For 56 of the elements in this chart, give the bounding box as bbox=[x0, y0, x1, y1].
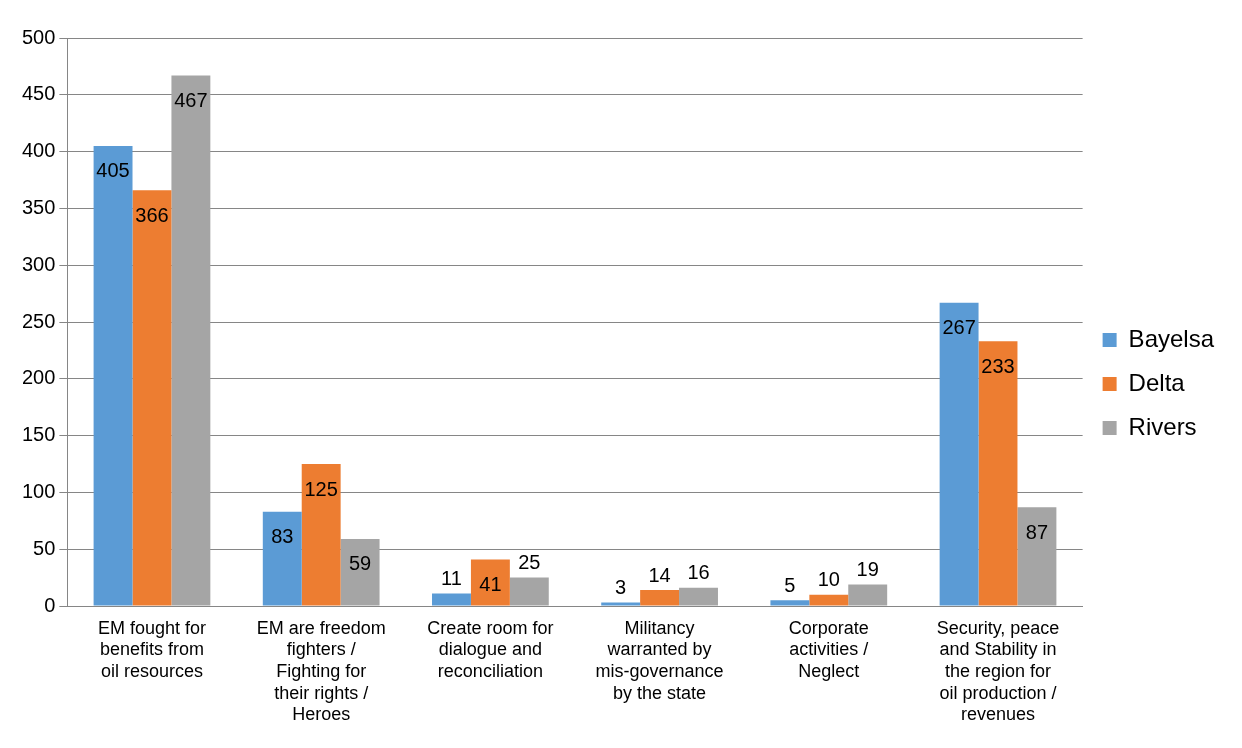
bar bbox=[601, 602, 641, 606]
data-label: 5 bbox=[784, 573, 796, 596]
data-label: 10 bbox=[817, 568, 840, 591]
x-tick-label: Militancy warranted by mis-governance by the state bbox=[595, 617, 724, 703]
data-label: 366 bbox=[135, 203, 169, 226]
data-label: 233 bbox=[981, 354, 1015, 377]
data-label: 267 bbox=[942, 316, 976, 339]
bar bbox=[770, 600, 810, 606]
data-label: 87 bbox=[1025, 520, 1049, 543]
data-label: 25 bbox=[518, 551, 541, 574]
bar bbox=[1017, 507, 1057, 606]
y-tick-label: 200 bbox=[21, 366, 56, 389]
x-tick-label: EM are freedom fighters / Fighting for their rights / Heroes bbox=[256, 617, 386, 725]
bar bbox=[679, 587, 718, 606]
y-tick-label: 400 bbox=[21, 139, 56, 162]
legend-label: Delta bbox=[1128, 368, 1186, 396]
y-tick-label: 250 bbox=[21, 309, 56, 332]
data-label: 125 bbox=[304, 477, 338, 500]
data-label: 3 bbox=[615, 576, 627, 599]
bar bbox=[978, 341, 1018, 606]
data-label: 467 bbox=[174, 89, 208, 111]
bar bbox=[171, 75, 211, 606]
x-tick-label: Corporate activities / Neglect bbox=[788, 617, 869, 681]
data-label: 19 bbox=[856, 557, 879, 580]
bar bbox=[939, 302, 979, 606]
bar bbox=[132, 190, 172, 606]
legend-label: Rivers bbox=[1128, 412, 1197, 440]
bar bbox=[340, 538, 380, 606]
legend-label: Bayelsa bbox=[1128, 324, 1215, 352]
bar bbox=[301, 464, 341, 606]
bar bbox=[470, 559, 510, 606]
bar bbox=[509, 577, 549, 606]
y-tick-label: 500 bbox=[21, 25, 56, 48]
data-label: 405 bbox=[96, 159, 130, 182]
bar bbox=[93, 145, 133, 606]
data-label: 14 bbox=[648, 563, 671, 586]
bar bbox=[432, 593, 471, 606]
x-tick-label: EM fought for benefits from oil resources bbox=[97, 617, 206, 681]
x-tick-label: Security, peace and Stability in the region for oil production / revenues bbox=[936, 617, 1060, 725]
data-label: 16 bbox=[687, 561, 710, 584]
y-tick-label: 100 bbox=[21, 479, 56, 502]
x-tick-label: Create room for dialogue and reconciliation bbox=[427, 617, 554, 681]
bar bbox=[848, 584, 888, 606]
data-label: 59 bbox=[348, 552, 372, 575]
y-tick-label: 450 bbox=[21, 82, 56, 105]
data-label: 83 bbox=[271, 525, 294, 548]
data-label: 41 bbox=[479, 572, 502, 595]
bar bbox=[262, 511, 302, 606]
data-label: 11 bbox=[441, 567, 462, 590]
bar bbox=[640, 590, 680, 606]
bar bbox=[809, 594, 849, 606]
y-tick-label: 50 bbox=[33, 536, 56, 559]
y-tick-label: 300 bbox=[21, 252, 56, 275]
y-tick-label: 0 bbox=[44, 593, 56, 616]
y-tick-label: 150 bbox=[21, 423, 56, 446]
y-tick-label: 350 bbox=[21, 195, 56, 218]
